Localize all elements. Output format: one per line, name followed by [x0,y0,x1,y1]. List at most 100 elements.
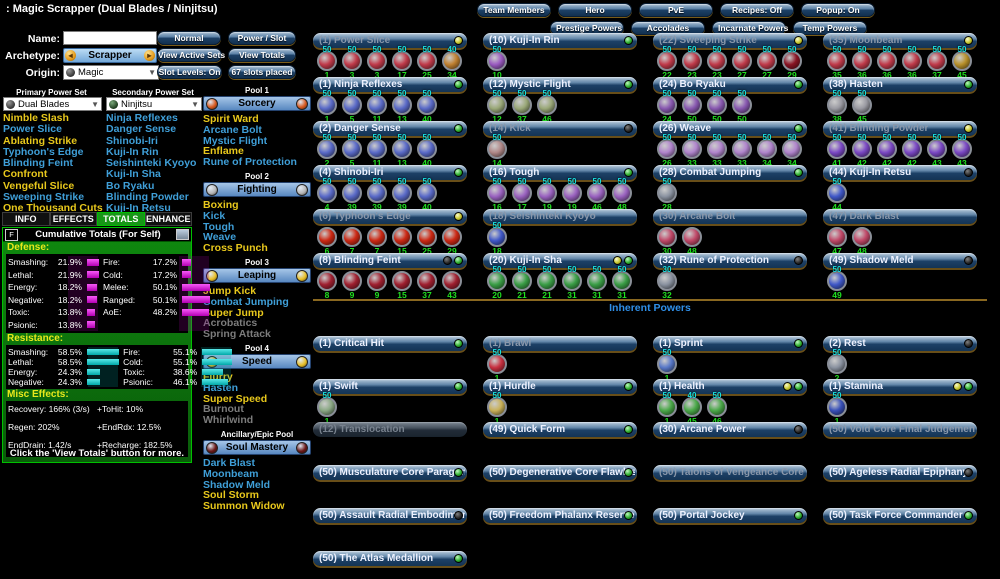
power-bar-4-shinobi-iri[interactable]: (4) Shinobi-Iri [313,165,467,180]
enhancement-slot[interactable]: 50 39 [340,178,364,211]
power-bar-50-void-core-final-judgement[interactable]: (50) Void Core Final Judgement [823,422,977,437]
secondary-power-kuji-in-rin[interactable]: Kuji-In Rin [106,145,159,158]
power-bar-1-ninja-reflexes[interactable]: (1) Ninja Reflexes [313,77,467,92]
tab-info[interactable]: INFO [2,212,50,226]
enhancement-slot[interactable]: 40 45 [680,392,704,425]
enhancement-slot[interactable]: 50 4 [315,178,339,211]
enhancement-slot[interactable]: 50 33 [680,134,704,167]
origin-select[interactable]: Magic ▼ [63,65,159,80]
enhancement-slot[interactable]: 37 [415,267,439,299]
power-bar-22-sweeping-strike[interactable]: (22) Sweeping Strike [653,33,807,48]
pool-power-arcane-bolt[interactable]: Arcane Bolt [203,123,262,136]
enhancement-slot[interactable]: 50 45 [950,46,974,79]
primary-power-blinding-feint[interactable]: Blinding Feint [3,157,73,170]
power-bar-1-swift[interactable]: (1) Swift [313,379,467,394]
power-bar-20-kuji-in-sha[interactable]: (20) Kuji-In Sha [483,253,637,268]
tab-totals[interactable]: TOTALS [97,212,145,226]
enhancement-slot[interactable]: 50 1 [485,349,509,382]
enhancement-slot[interactable]: 50 46 [585,178,609,211]
power-bar-18-seishinteki-kyoyo[interactable]: (18) Seishinteki Kyoyo [483,209,637,224]
primary-power-nimble-slash[interactable]: Nimble Slash [3,112,69,124]
pool-arrow-icon[interactable] [296,441,308,454]
pool-power-moonbeam[interactable]: Moonbeam [203,467,259,480]
pool-power-rune-of-protection[interactable]: Rune of Protection [203,156,297,169]
enhancement-slot[interactable]: 8 [315,267,339,299]
enhancement-slot[interactable]: 50 23 [705,46,729,79]
power-slot-button[interactable]: Power / Slot [228,31,296,45]
power-bar-1-brawl[interactable]: (1) Brawl [483,336,637,351]
enhancement-slot[interactable]: 50 40 [415,178,439,211]
pool-power-whirlwind[interactable]: Whirlwind [203,414,254,427]
enhancement-slot[interactable]: 50 44 [825,178,849,211]
enhancement-slot[interactable]: 50 46 [535,90,559,123]
primary-power-vengeful-slice[interactable]: Vengeful Slice [3,179,75,192]
pool-power-mystic-flight[interactable]: Mystic Flight [203,134,268,147]
power-bar-49-quick-form[interactable]: (49) Quick Form [483,422,637,437]
enhancement-slot[interactable]: 50 46 [705,392,729,425]
view-active-sets-button[interactable]: View Active Sets [157,48,226,62]
enhancement-slot[interactable]: 48 [680,223,704,255]
enhancement-slot[interactable]: 50 14 [485,134,509,167]
enhancement-slot[interactable]: 50 11 [365,90,389,123]
enhancement-slot[interactable]: 50 2 [825,349,849,382]
pool-power-super-speed[interactable]: Super Speed [203,392,268,405]
enhancement-slot[interactable]: 50 31 [610,266,634,299]
enhancement-slot[interactable]: 50 34 [755,134,779,167]
pool-power-shadow-meld[interactable]: Shadow Meld [203,478,271,491]
pool-arrow-icon[interactable] [206,183,218,196]
enhancement-slot[interactable]: 50 29 [780,46,804,79]
enhancement-slot[interactable]: 40 34 [440,46,464,79]
pool-arrow-icon[interactable] [206,269,218,282]
pool-arrow-icon[interactable] [296,355,308,368]
enhancement-slot[interactable]: 50 11 [365,134,389,167]
secondary-power-shinobi-iri[interactable]: Shinobi-Iri [106,134,158,147]
power-bar-50-portal-jockey[interactable]: (50) Portal Jockey [653,508,807,523]
normal-button[interactable]: Normal [157,31,221,45]
archetype-next-icon[interactable]: ► [143,50,155,61]
power-bar-1-hurdle[interactable]: (1) Hurdle [483,379,637,394]
name-input[interactable] [63,31,157,45]
power-bar-1-critical-hit[interactable]: (1) Critical Hit [313,336,467,351]
pool-power-summon-widow[interactable]: Summon Widow [203,500,285,513]
power-bar-6-typhoon-s-edge[interactable]: (6) Typhoon's Edge [313,209,467,224]
power-bar-1-sprint[interactable]: (1) Sprint [653,336,807,351]
enhancement-slot[interactable]: 50 2 [315,134,339,167]
enhancement-slot[interactable]: 50 35 [825,46,849,79]
enhancement-slot[interactable]: 50 41 [825,134,849,167]
secondary-power-danger-sense[interactable]: Danger Sense [106,123,177,136]
enhancement-slot[interactable]: 50 39 [365,178,389,211]
slots-placed-button[interactable]: 67 slots placed [228,65,296,79]
enhancement-slot[interactable]: 50 43 [950,134,974,167]
pool-power-jump-kick[interactable]: Jump Kick [203,284,257,297]
enhancement-slot[interactable]: 50 37 [925,46,949,79]
enhancement-slot[interactable]: 50 17 [390,46,414,79]
enhancement-slot[interactable]: 50 50 [705,90,729,123]
primary-power-one-thousand-cuts[interactable]: One Thousand Cuts [3,202,103,215]
enhancement-slot[interactable]: 50 17 [510,178,534,211]
enhancement-slot[interactable]: 50 42 [875,134,899,167]
pool-select-speed[interactable]: Speed [203,353,311,369]
enhancement-slot[interactable]: 50 20 [485,266,509,299]
power-bar-50-freedom-phalanx-reserve[interactable]: (50) Freedom Phalanx Reserve [483,508,637,523]
power-bar-44-kuji-in-retsu[interactable]: (44) Kuji-In Retsu [823,165,977,180]
pool-power-hasten[interactable]: Hasten [203,381,239,394]
power-bar-50-the-atlas-medallion[interactable]: (50) The Atlas Medallion [313,551,467,566]
enhancement-slot[interactable]: 50 36 [850,46,874,79]
pool-arrow-icon[interactable] [206,441,218,454]
secondary-power-kuji-in-sha[interactable]: Kuji-In Sha [106,168,161,181]
secondary-power-kuji-in-retsu[interactable]: Kuji-In Retsu [106,202,171,215]
primary-power-sweeping-strike[interactable]: Sweeping Strike [3,191,85,204]
toolbar-button-recipes-off[interactable]: Recipes: Off [720,3,794,17]
enhancement-slot[interactable]: 50 1 [655,392,679,425]
tab-enhance[interactable]: ENHANCE [144,212,192,226]
power-bar-26-weave[interactable]: (26) Weave [653,121,807,136]
snapshot-icon[interactable] [176,229,189,240]
enhancement-slot[interactable]: 43 [440,267,464,299]
enhancement-slot[interactable]: 50 1 [825,392,849,425]
pool-power-tough[interactable]: Tough [203,220,235,233]
pool-power-kick[interactable]: Kick [203,209,226,222]
enhancement-slot[interactable]: 50 26 [655,134,679,167]
power-bar-50-degenerative-core-flawless-interface[interactable]: (50) Degenerative Core Flawless Interfac… [483,465,637,480]
pool-select-leaping[interactable]: Leaping [203,267,311,283]
primary-power-typhoon-s-edge[interactable]: Typhoon's Edge [3,145,84,158]
